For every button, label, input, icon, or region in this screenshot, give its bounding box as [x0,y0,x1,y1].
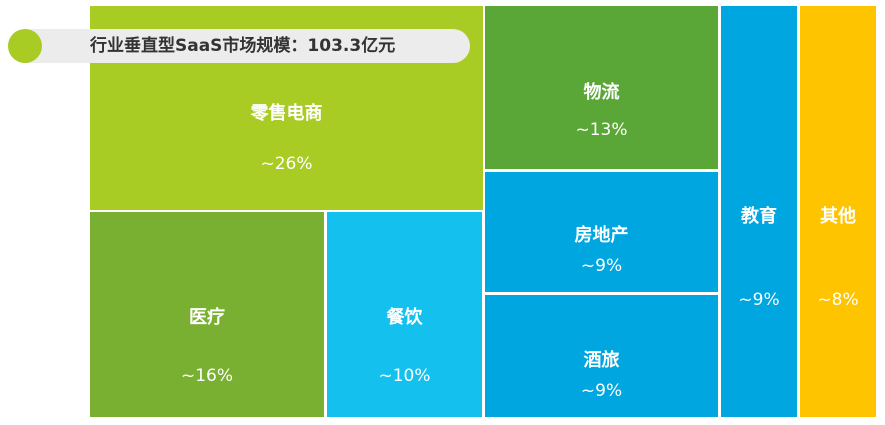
tile-value: ~13% [575,120,628,140]
chart-title-banner: 行业垂直型SaaS市场规模：103.3亿元 [8,29,470,63]
tile-label: 餐饮 [386,307,423,328]
tile-label: 医疗 [189,307,225,328]
tile-logistics: 物流 ~13% [485,6,718,169]
tile-value: ~9% [580,381,623,401]
tile-value: ~26% [260,154,313,174]
tile-value: ~16% [180,366,234,386]
tile-label: 物流 [583,82,620,103]
tile-healthcare: 医疗 ~16% [90,212,324,417]
tile-label: 教育 [741,206,777,227]
tile-label: 其他 [820,206,856,227]
tile-other: 其他 ~8% [800,6,876,417]
tile-value: ~9% [738,290,780,310]
tile-value: ~9% [580,256,623,276]
tile-label: 零售电商 [250,103,323,124]
tile-value: ~10% [378,366,431,386]
tile-label: 酒旅 [583,350,620,371]
tile-value: ~8% [817,290,859,310]
title-bullet-icon [8,29,42,63]
tile-real-estate: 房地产 ~9% [485,172,718,292]
tile-hotel-travel: 酒旅 ~9% [485,295,718,417]
tile-label: 房地产 [574,225,629,246]
tile-education: 教育 ~9% [721,6,797,417]
chart-title: 行业垂直型SaaS市场规模：103.3亿元 [90,36,396,56]
tile-catering: 餐饮 ~10% [327,212,482,417]
